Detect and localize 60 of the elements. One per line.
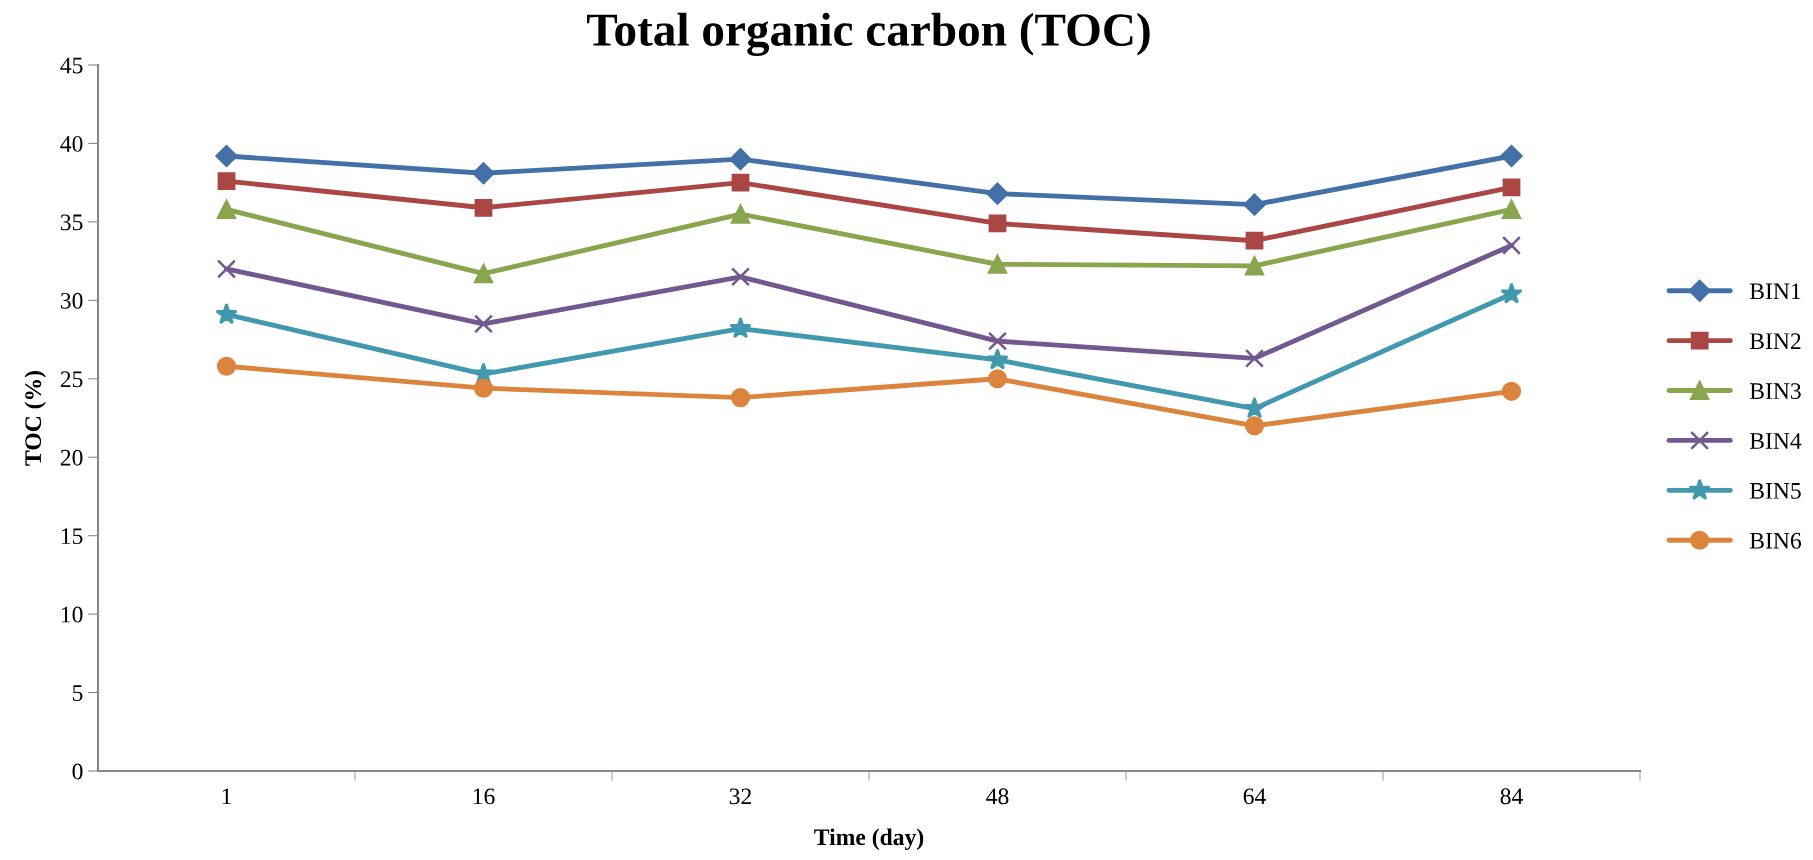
point <box>731 173 750 192</box>
point <box>729 148 752 171</box>
point <box>1500 282 1523 304</box>
point <box>1244 348 1265 368</box>
legend-label: BIN2 <box>1749 333 1801 349</box>
point <box>216 356 237 376</box>
legend-label: BIN4 <box>1749 433 1802 449</box>
chart-title: Total organic carbon (TOC) <box>587 12 1150 56</box>
legend-label: BIN5 <box>1749 483 1801 499</box>
point <box>215 302 238 325</box>
point <box>987 331 1008 351</box>
x-tick-label: 48 <box>986 788 1009 805</box>
y-tick-label: 10 <box>61 606 83 623</box>
point <box>1243 396 1266 419</box>
point <box>215 144 238 168</box>
point <box>1243 193 1266 216</box>
point <box>1500 144 1523 168</box>
x-tick-label: 32 <box>729 788 751 805</box>
y-tick-label: 25 <box>60 371 83 388</box>
point <box>730 388 751 408</box>
point <box>474 198 493 217</box>
point <box>217 172 236 190</box>
point <box>1501 235 1522 256</box>
y-tick-label: 0 <box>72 763 83 780</box>
point <box>473 264 494 284</box>
point <box>473 314 494 334</box>
y-tick-label: 20 <box>60 449 83 466</box>
point <box>986 182 1009 205</box>
x-tick-label: 1 <box>222 788 231 805</box>
point <box>216 259 237 279</box>
legend-label: BIN1 <box>1749 283 1801 300</box>
point <box>216 199 237 219</box>
y-tick-label: 35 <box>60 214 83 231</box>
point <box>987 369 1008 389</box>
point <box>1501 199 1522 219</box>
y-axis-title: TOC (%) <box>24 371 46 466</box>
legend-label: BIN3 <box>1749 383 1801 400</box>
point <box>1244 416 1265 436</box>
point <box>1245 231 1264 250</box>
point <box>473 378 494 398</box>
point <box>472 162 495 185</box>
y-tick-label: 40 <box>60 135 83 152</box>
x-tick-label: 64 <box>1243 788 1266 805</box>
y-tick-label: 30 <box>60 292 83 309</box>
point <box>988 214 1007 233</box>
point <box>729 316 752 339</box>
y-tick-label: 5 <box>72 685 83 701</box>
point <box>1501 381 1522 401</box>
point <box>1244 256 1265 276</box>
x-tick-label: 16 <box>473 788 495 805</box>
legend-label: BIN6 <box>1749 532 1801 549</box>
point <box>730 204 751 224</box>
point <box>730 267 751 287</box>
y-tick-label: 45 <box>60 57 83 74</box>
y-tick-label: 15 <box>61 528 83 545</box>
point <box>1502 178 1521 197</box>
point <box>986 348 1009 370</box>
point <box>987 254 1008 274</box>
x-axis-title: Time (day) <box>814 828 924 850</box>
x-tick-label: 84 <box>1500 788 1523 805</box>
